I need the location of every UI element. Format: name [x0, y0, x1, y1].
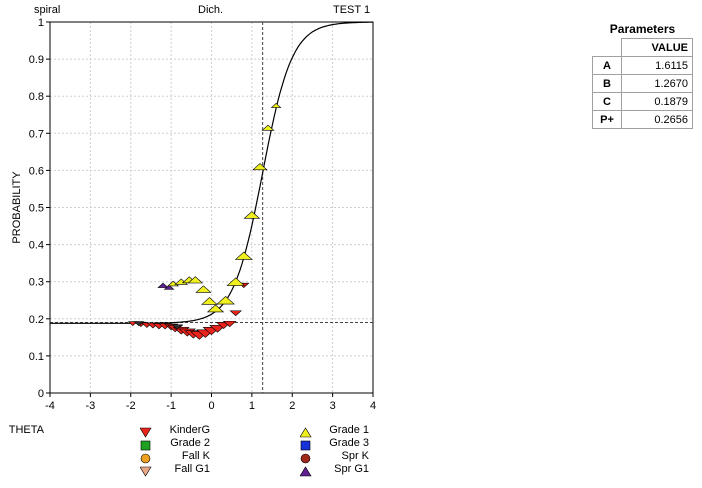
series-spr-g1 [157, 282, 175, 290]
data-point [270, 103, 282, 108]
legend-marker-spr-k [300, 451, 312, 469]
data-point [243, 211, 261, 219]
data-point [216, 296, 235, 305]
series-fall-g1 [133, 321, 183, 330]
header-right: TEST 1 [333, 4, 371, 16]
x-tick-label: 0 [208, 400, 214, 412]
y-axis-label: PROBABILITY [11, 171, 23, 244]
table-row: P+ 0.2656 [592, 110, 693, 129]
legend-label: Fall K [181, 450, 210, 462]
parameter-value: 0.2656 [621, 110, 693, 129]
data-point [222, 320, 237, 328]
y-tick-label: 0.1 [29, 351, 44, 363]
y-tick-label: 0.3 [29, 277, 44, 289]
data-point [226, 277, 246, 286]
legend-label: KinderG [169, 424, 210, 436]
table-row: B 1.2670 [592, 74, 693, 93]
parameter-value: 1.2670 [621, 74, 693, 93]
y-tick-label: 0.7 [29, 128, 44, 140]
legend-label: Grade 1 [329, 424, 369, 436]
parameter-key: B [592, 74, 622, 93]
x-tick-label: 3 [330, 400, 336, 412]
data-point [206, 304, 225, 313]
legend-label: Spr G1 [334, 463, 369, 475]
legend-label: Grade 3 [329, 437, 369, 449]
parameter-value: 1.6115 [621, 56, 693, 75]
icc-curve [50, 21, 373, 324]
legend-marker-fall-g1 [139, 464, 152, 482]
parameter-value: 0.1879 [621, 92, 693, 111]
data-point [252, 163, 268, 171]
legend-marker-grade-3 [300, 438, 312, 456]
x-tick-label: -2 [126, 400, 136, 412]
series-grade-1 [167, 103, 282, 313]
legend-marker-grade-1 [299, 425, 312, 443]
parameters-corner [592, 38, 622, 57]
legend-marker-fall-k [140, 451, 152, 469]
legend-label: Spr K [341, 450, 369, 462]
x-tick-label: 2 [289, 400, 295, 412]
x-tick-label: 4 [370, 400, 376, 412]
data-point [163, 284, 175, 290]
data-point [133, 321, 145, 327]
data-point [209, 325, 226, 333]
y-tick-label: 0.8 [29, 91, 44, 103]
y-tick-label: 0.6 [29, 165, 44, 177]
header-left: spiral [34, 4, 61, 16]
data-point [127, 321, 138, 326]
table-row: C 0.1879 [592, 92, 693, 111]
legend-marker-kinderg [139, 425, 152, 443]
x-tick-label: 1 [249, 400, 255, 412]
legend-marker-spr-g1 [299, 464, 312, 482]
parameter-key: A [592, 56, 622, 75]
y-tick-label: 0.9 [29, 54, 44, 66]
x-tick-label: -1 [166, 400, 176, 412]
data-point [157, 282, 169, 288]
table-row: A 1.6115 [592, 56, 693, 75]
legend-label: Grade 2 [170, 437, 210, 449]
y-tick-label: 0.5 [29, 203, 44, 215]
legend-marker-grade-2 [140, 438, 152, 456]
data-point [171, 324, 183, 330]
data-point [261, 124, 275, 131]
parameter-key: P+ [592, 110, 622, 129]
parameters-column-header: VALUE [621, 38, 693, 57]
data-point [229, 310, 243, 317]
x-tick-label: -4 [45, 400, 55, 412]
data-point [187, 276, 204, 284]
x-tick-label: -3 [85, 400, 95, 412]
y-tick-label: 0.4 [29, 240, 44, 252]
data-point [234, 251, 253, 260]
legend-label: Fall G1 [174, 463, 210, 475]
y-tick-label: 1 [38, 17, 44, 29]
y-tick-label: 0.2 [29, 314, 44, 326]
data-point [201, 297, 218, 305]
header-center: Dich. [198, 4, 224, 16]
parameters-title: Parameters [609, 22, 676, 36]
parameters-table: Parameters VALUE A 1.6115 B 1.2670 C 0.1… [592, 22, 693, 129]
y-tick-label: 0 [38, 388, 44, 400]
x-axis-label: THETA [8, 424, 44, 436]
parameter-key: C [592, 92, 622, 111]
data-point [195, 285, 212, 293]
